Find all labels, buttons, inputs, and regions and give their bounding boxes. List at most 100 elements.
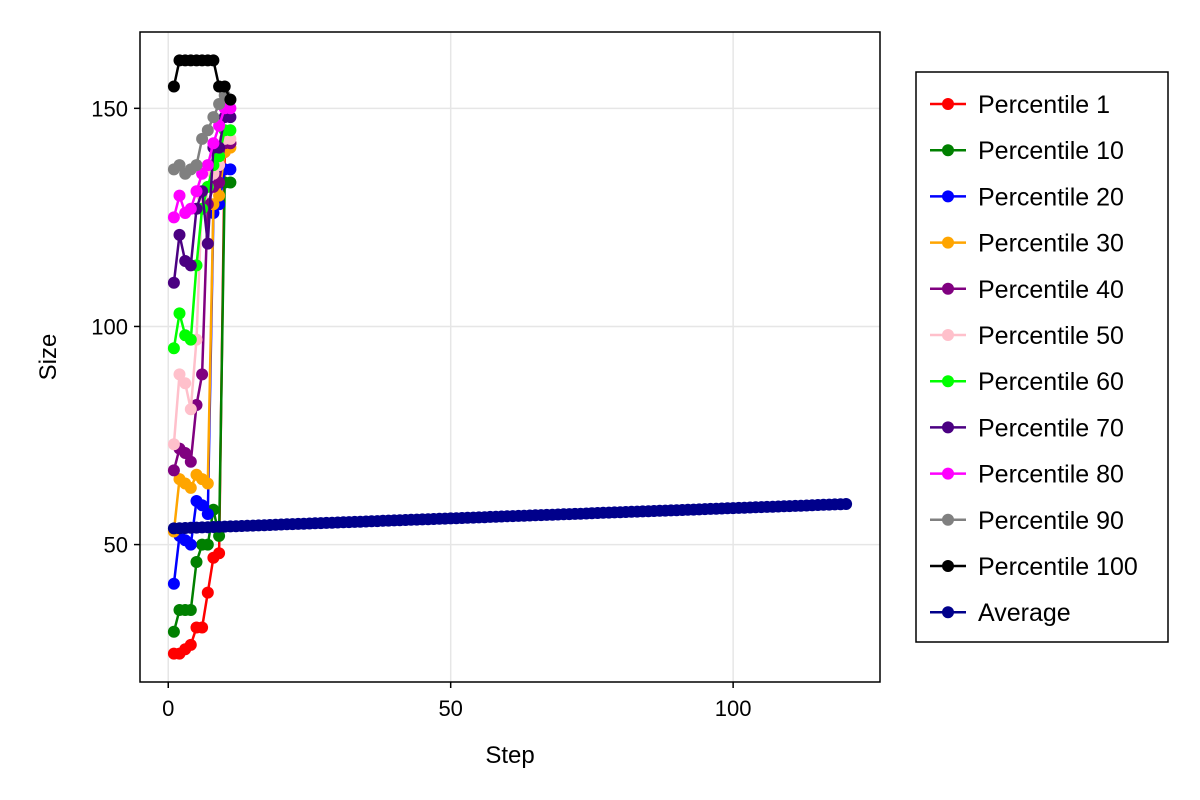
data-point-percentile-90 xyxy=(190,159,203,172)
legend-swatch-marker xyxy=(942,190,954,203)
legend-label: Percentile 10 xyxy=(978,137,1124,165)
legend-label: Percentile 60 xyxy=(978,368,1124,396)
data-point-percentile-20 xyxy=(196,499,209,512)
legend-label: Percentile 50 xyxy=(978,322,1124,350)
data-point-percentile-90 xyxy=(173,159,186,172)
legend-swatch-marker xyxy=(942,144,954,157)
legend-item-percentile-10: Percentile 10 xyxy=(930,137,1124,165)
data-point-percentile-30 xyxy=(213,189,226,202)
data-point-percentile-80 xyxy=(173,189,186,202)
x-tick-label: 50 xyxy=(438,696,462,721)
series-percentile-90 xyxy=(167,89,237,180)
data-point-percentile-90 xyxy=(207,111,220,124)
legend-label: Percentile 1 xyxy=(978,91,1110,119)
plot-frame xyxy=(139,31,881,683)
legend-swatch-marker xyxy=(942,236,954,249)
data-point-percentile-70 xyxy=(224,111,237,124)
data-point-percentile-50 xyxy=(167,438,180,451)
legend-label: Percentile 100 xyxy=(978,553,1138,581)
data-point-percentile-50 xyxy=(184,403,197,416)
legend-label: Average xyxy=(978,599,1071,627)
legend: Percentile 1 Percentile 10 Percentile 20 Pe… xyxy=(915,71,1169,643)
x-axis-ticks: 0 50 100 xyxy=(162,682,751,721)
data-point-percentile-40 xyxy=(196,368,209,381)
data-point-percentile-100 xyxy=(207,54,220,67)
data-point-percentile-20 xyxy=(184,538,197,551)
data-point-percentile-40 xyxy=(179,447,192,459)
data-point-percentile-1 xyxy=(184,638,197,651)
data-point-percentile-40 xyxy=(167,464,180,477)
data-point-percentile-20 xyxy=(201,508,214,520)
data-point-percentile-90 xyxy=(213,98,226,110)
series-average xyxy=(167,498,853,535)
legend-swatch-marker xyxy=(942,329,954,341)
legend-item-percentile-1: Percentile 1 xyxy=(930,91,1110,119)
data-point-percentile-60 xyxy=(167,342,180,355)
y-tick-label: 100 xyxy=(91,314,128,339)
x-axis-label: Step xyxy=(485,742,534,769)
legend-swatch-marker xyxy=(942,560,954,572)
x-tick-label: 0 xyxy=(162,696,174,721)
legend-swatch-marker xyxy=(942,421,954,434)
data-point-percentile-10 xyxy=(213,529,226,542)
y-axis-ticks: 50 100 150 xyxy=(91,96,140,558)
legend-label: Percentile 30 xyxy=(978,230,1124,258)
data-point-percentile-100 xyxy=(167,80,180,93)
legend-item-percentile-30: Percentile 30 xyxy=(930,230,1124,258)
data-point-percentile-80 xyxy=(224,102,237,115)
y-tick-label: 50 xyxy=(104,533,128,558)
data-point-percentile-50 xyxy=(173,368,186,381)
legend-item-percentile-60: Percentile 60 xyxy=(930,368,1124,396)
data-point-percentile-90 xyxy=(201,124,214,137)
legend-label: Percentile 40 xyxy=(978,276,1124,304)
legend-item-percentile-90: Percentile 90 xyxy=(930,507,1124,535)
data-point-percentile-60 xyxy=(224,124,237,137)
legend-swatch-marker xyxy=(942,467,954,480)
legend-item-percentile-80: Percentile 80 xyxy=(930,461,1124,489)
data-point-percentile-10 xyxy=(201,538,214,551)
series-percentile-100 xyxy=(167,54,237,106)
data-point-percentile-80 xyxy=(201,159,214,172)
data-point-percentile-50 xyxy=(179,377,192,390)
data-point-percentile-100 xyxy=(218,80,231,93)
data-point-percentile-80 xyxy=(213,119,226,132)
data-point-percentile-70 xyxy=(173,228,186,241)
data-point-percentile-80 xyxy=(190,185,203,198)
gridlines xyxy=(140,32,880,682)
data-point-percentile-100 xyxy=(224,93,237,106)
legend-item-percentile-20: Percentile 20 xyxy=(930,183,1124,211)
data-point-percentile-60 xyxy=(213,150,226,163)
data-point-percentile-70 xyxy=(167,276,180,289)
data-point-percentile-10 xyxy=(167,625,180,638)
y-tick-label: 150 xyxy=(91,96,128,121)
data-point-percentile-80 xyxy=(196,167,209,180)
data-point-percentile-10 xyxy=(184,604,197,616)
legend-swatch-marker xyxy=(942,375,954,388)
data-point-percentile-60 xyxy=(184,333,197,346)
x-tick-label: 100 xyxy=(715,696,752,721)
data-point-percentile-50 xyxy=(224,132,237,145)
legend-item-percentile-50: Percentile 50 xyxy=(930,322,1124,350)
data-point-percentile-70 xyxy=(184,259,197,272)
series-layer xyxy=(167,54,853,660)
legend-label: Percentile 80 xyxy=(978,461,1124,489)
data-point-percentile-70 xyxy=(201,237,214,250)
plot-area xyxy=(167,54,853,660)
data-point-percentile-90 xyxy=(196,132,209,145)
data-point-percentile-80 xyxy=(207,137,220,150)
series-percentile-80 xyxy=(167,102,237,224)
data-point-percentile-1 xyxy=(196,621,209,634)
data-point-percentile-80 xyxy=(184,202,197,215)
legend-label: Percentile 20 xyxy=(978,183,1124,211)
data-point-percentile-1 xyxy=(213,547,226,560)
legend-swatch-marker xyxy=(942,606,954,619)
legend-swatch-marker xyxy=(942,98,954,110)
y-axis-label: Size xyxy=(35,334,62,381)
legend-item-average: Average xyxy=(930,599,1071,627)
legend-label: Percentile 70 xyxy=(978,414,1124,442)
data-point-percentile-30 xyxy=(184,481,197,494)
data-point-percentile-20 xyxy=(224,163,237,176)
data-point-percentile-10 xyxy=(190,556,203,568)
legend-item-percentile-40: Percentile 40 xyxy=(930,276,1124,304)
